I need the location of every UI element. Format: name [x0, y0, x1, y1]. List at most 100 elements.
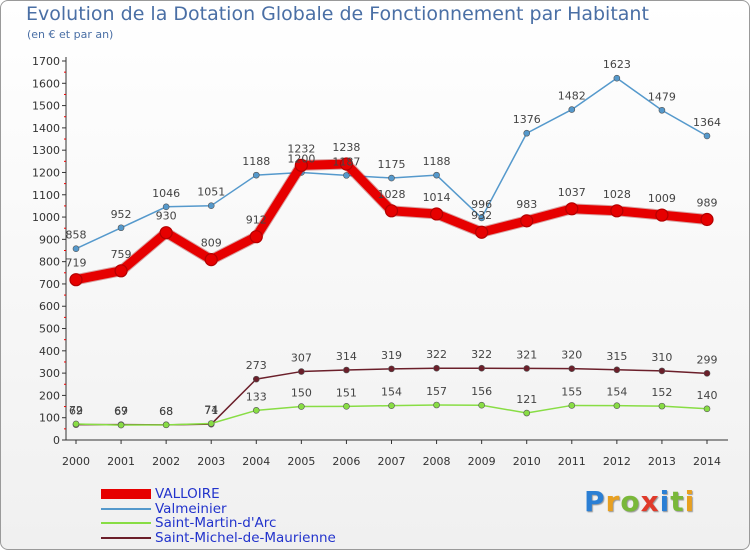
data-point-valmeinier [388, 174, 395, 182]
x-tick-label: 2002 [152, 455, 180, 468]
legend-label-saint-martin: Saint-Martin-d'Arc [155, 515, 277, 531]
x-tick-label: 2012 [603, 455, 631, 468]
data-label-valmeinier: 1187 [332, 155, 360, 168]
logo-letter: i [659, 485, 671, 518]
legend-label-valloire: VALLOIRE [155, 486, 220, 502]
x-tick-label: 2004 [242, 455, 270, 468]
data-label-saint-martin: 67 [114, 405, 128, 418]
x-tick-label: 2001 [107, 455, 135, 468]
data-label-saint-martin: 121 [516, 393, 537, 406]
data-label-saint-michel: 320 [561, 349, 582, 362]
data-label-valloire: 1009 [648, 192, 676, 205]
data-label-valmeinier: 1482 [558, 90, 586, 103]
data-label-saint-michel: 299 [697, 353, 718, 366]
x-tick-label: 2010 [513, 455, 541, 468]
y-tick-label: 1600 [32, 77, 60, 90]
data-label-valloire: 932 [471, 209, 492, 222]
data-point-valloire [204, 253, 218, 267]
y-tick-label: 700 [39, 278, 60, 291]
legend-item-saint-michel: Saint-Michel-de-Maurienne [101, 530, 336, 546]
logo-letter: i [684, 485, 696, 518]
data-point-saint-michel [613, 366, 621, 374]
data-point-valloire [249, 230, 263, 244]
data-point-saint-martin [478, 401, 485, 409]
y-tick-label: 1700 [32, 55, 60, 68]
data-label-saint-michel: 322 [471, 348, 492, 361]
legend-item-saint-martin: Saint-Martin-d'Arc [101, 515, 276, 531]
data-label-saint-michel: 69 [69, 405, 83, 418]
data-point-saint-martin [252, 407, 260, 414]
data-label-saint-martin: 74 [204, 404, 218, 417]
data-label-saint-michel: 319 [381, 349, 402, 362]
data-label-saint-michel: 322 [426, 348, 447, 361]
data-label-valloire: 809 [201, 237, 222, 250]
data-point-saint-michel [298, 368, 305, 375]
data-label-saint-martin: 156 [471, 385, 492, 398]
data-point-valloire [610, 204, 624, 218]
data-label-saint-michel: 315 [606, 350, 627, 363]
data-label-saint-martin: 150 [291, 387, 312, 400]
data-point-valmeinier [433, 171, 440, 179]
data-point-saint-michel [252, 375, 260, 383]
legend-label-saint-michel: Saint-Michel-de-Maurienne [155, 530, 336, 546]
y-tick-label: 400 [39, 345, 60, 358]
x-tick-label: 2000 [62, 455, 90, 468]
data-label-saint-michel: 321 [516, 348, 537, 361]
data-label-valmeinier: 1188 [242, 155, 270, 168]
data-point-valloire [565, 202, 579, 216]
data-label-valmeinier: 1364 [693, 116, 721, 129]
chart-subtitle: (en € et par an) [27, 28, 114, 41]
data-label-saint-martin: 72 [69, 404, 83, 417]
legend-label-valmeinier: Valmeinier [155, 501, 227, 517]
data-label-saint-michel: 307 [291, 352, 312, 365]
data-label-saint-michel: 69 [114, 405, 128, 418]
data-point-saint-michel [703, 370, 711, 377]
y-tick-label: 0 [53, 434, 60, 447]
data-point-saint-martin [703, 405, 711, 413]
data-label-saint-michel: 273 [246, 359, 267, 372]
y-tick-label: 800 [39, 256, 60, 269]
y-tick-label: 1000 [32, 211, 60, 224]
data-point-saint-michel [523, 365, 531, 372]
data-label-saint-martin: 155 [561, 385, 582, 398]
y-tick-label: 1500 [32, 100, 60, 113]
y-tick-label: 1300 [32, 144, 60, 157]
y-tick-label: 500 [39, 323, 60, 336]
logo-letter: t [670, 485, 685, 518]
data-point-valloire [384, 204, 399, 218]
data-label-valloire: 759 [111, 248, 132, 261]
data-label-saint-martin: 152 [651, 386, 672, 399]
data-label-valmeinier: 858 [66, 229, 87, 242]
x-tick-label: 2007 [378, 455, 406, 468]
x-tick-label: 2014 [693, 455, 721, 468]
data-point-saint-michel [658, 367, 666, 375]
data-label-valloire: 1028 [378, 188, 406, 201]
data-point-saint-michel [433, 364, 440, 372]
data-label-saint-martin: 157 [426, 385, 447, 398]
y-tick-label: 600 [39, 300, 60, 313]
data-label-valloire: 1037 [558, 186, 586, 199]
y-tick-label: 300 [39, 367, 60, 380]
x-tick-label: 2006 [332, 455, 360, 468]
data-point-valmeinier [523, 129, 531, 137]
data-label-valmeinier: 1200 [287, 152, 315, 165]
data-point-saint-martin [117, 421, 125, 429]
data-point-saint-martin [658, 402, 666, 410]
y-tick-label: 200 [39, 389, 60, 402]
data-point-valloire [475, 225, 489, 239]
data-label-saint-martin: 151 [336, 386, 357, 399]
data-label-saint-michel: 314 [336, 350, 357, 363]
y-tick-label: 100 [39, 412, 60, 425]
x-tick-label: 2008 [423, 455, 451, 468]
data-point-valloire [655, 208, 669, 222]
data-point-saint-martin [343, 403, 350, 410]
data-label-valmeinier: 1479 [648, 90, 676, 103]
data-point-saint-martin [613, 402, 621, 409]
data-point-saint-martin [568, 402, 576, 409]
data-point-valmeinier [613, 74, 621, 82]
legend-swatch-saint-michel [101, 537, 151, 539]
data-point-saint-martin [72, 420, 80, 428]
data-point-valmeinier [207, 202, 215, 209]
data-point-valmeinier [72, 245, 80, 253]
